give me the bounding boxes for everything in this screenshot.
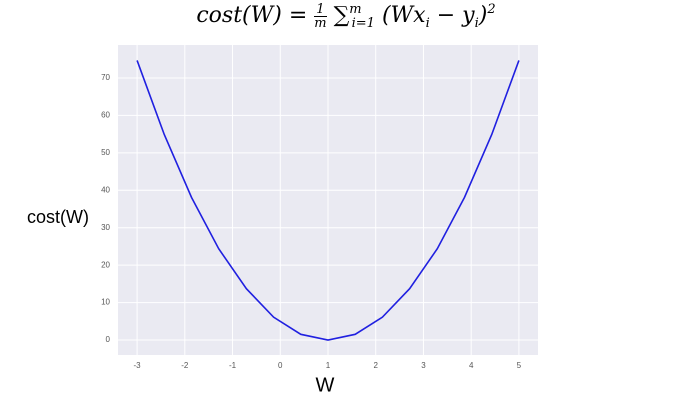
x-tick-label: 3 [421, 361, 426, 370]
title-part: cost(W) = [196, 3, 308, 28]
title-part: (Wx [381, 3, 426, 28]
y-tick-label: 0 [106, 335, 111, 344]
x-tick-label: 4 [469, 361, 474, 370]
y-tick-label: 60 [101, 110, 110, 119]
y-tick-label: 30 [101, 223, 110, 232]
x-axis-label: W [316, 374, 335, 396]
y-tick-label: 40 [101, 185, 110, 194]
title-part: ∑ [333, 3, 350, 28]
title-part: 1 [314, 3, 327, 17]
title-part: − y [436, 3, 475, 28]
line-series [136, 60, 520, 341]
x-tick-label: 0 [278, 361, 283, 370]
x-tick-label: 5 [517, 361, 522, 370]
marks [136, 60, 520, 341]
title-part: ) [478, 3, 488, 28]
title-part: i=1 [351, 16, 375, 31]
y-tick-label: 10 [101, 298, 110, 307]
x-tick-label: 1 [326, 361, 331, 370]
title-part: m [314, 15, 327, 31]
x-tick-label: 2 [374, 361, 379, 370]
title-part: 2 [487, 2, 496, 17]
y-axis-label: cost(W) [27, 207, 89, 227]
x-tick-label: -1 [229, 361, 237, 370]
title-part: i [474, 16, 479, 31]
x-tick-label: -3 [134, 361, 142, 370]
title-part: m [349, 2, 362, 17]
grid [118, 45, 538, 355]
x-tick-label: -2 [181, 361, 189, 370]
title-part: i [425, 16, 430, 31]
y-tick-label: 20 [101, 260, 110, 269]
y-tick-label: 50 [101, 148, 110, 157]
y-tick-label: 70 [101, 73, 110, 82]
